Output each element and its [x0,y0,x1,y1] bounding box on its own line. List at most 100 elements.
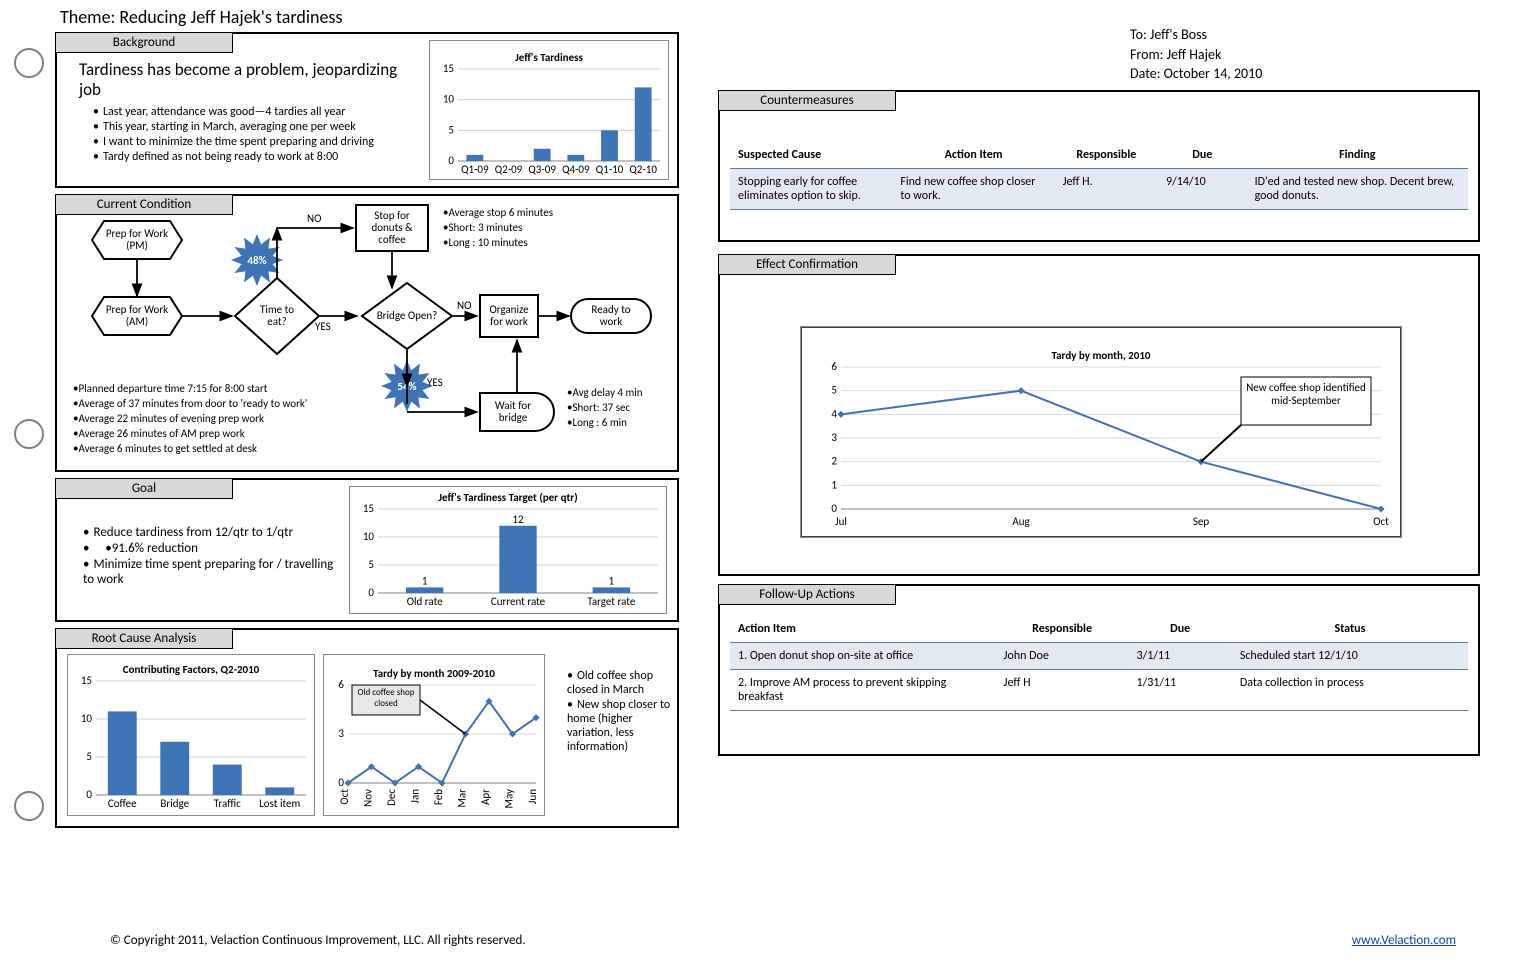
svg-text:•Average 26 minutes of AM prep: •Average 26 minutes of AM prep work [73,427,245,440]
svg-text:15: 15 [81,674,92,687]
meta-to: To: Jeff's Boss [1130,25,1262,45]
svg-text:Bridge: Bridge [160,797,189,810]
svg-text:5: 5 [368,558,374,571]
svg-text:for work: for work [490,315,528,328]
svg-text:Q3-09: Q3-09 [528,163,556,176]
svg-text:5: 5 [448,123,454,136]
svg-text:Current rate: Current rate [491,595,546,608]
svg-text:Q1-09: Q1-09 [461,163,489,176]
month-chart: Tardy by month 2009-2010 0 3 6 Oct Nov Dec Jan F… [323,654,545,816]
svg-text:Sep: Sep [1193,515,1210,528]
svg-text:•Avg delay 4 min: •Avg delay 4 min [567,386,643,399]
svg-text:15: 15 [363,502,374,515]
svg-text:0: 0 [86,788,92,801]
countermeasures-table: Suspected CauseAction ItemResponsibleDue… [730,142,1468,210]
meta-date: Date: October 14, 2010 [1130,64,1262,84]
rootcause-panel: Root Cause Analysis Contributing Factors… [55,628,679,828]
effect-tab: Effect Confirmation [718,254,896,275]
svg-text:3: 3 [831,431,837,444]
svg-text:4: 4 [831,407,837,420]
svg-text:2: 2 [831,455,837,468]
svg-text:Dec: Dec [385,789,398,806]
svg-text:48%: 48% [247,254,266,267]
rootcause-bullets: Old coffee shop closed in MarchNew shop … [553,668,681,755]
followup-panel: Follow-Up Actions Action ItemResponsible… [718,584,1480,756]
meta-from: From: Jeff Hajek [1130,45,1262,65]
target-chart: Jeff's Tardiness Target (per qtr) 0 5 10 15 O… [349,486,667,614]
svg-text:YES: YES [315,320,331,333]
svg-text:1: 1 [422,574,428,587]
followup-table: Action ItemResponsibleDueStatus1. Open d… [730,616,1468,711]
svg-text:5: 5 [831,384,837,397]
svg-text:NO: NO [307,212,321,225]
svg-text:coffee: coffee [378,233,406,246]
countermeasures-panel: Countermeasures Suspected CauseAction It… [718,90,1480,242]
counter-tab: Countermeasures [718,90,896,111]
svg-text:•Short: 3 minutes: •Short: 3 minutes [443,221,522,234]
svg-text:12: 12 [512,513,524,526]
svg-text:Jul: Jul [835,515,847,528]
followup-tab: Follow-Up Actions [718,584,896,605]
svg-text:Apr: Apr [479,789,492,805]
svg-text:15: 15 [443,62,454,75]
svg-text:bridge: bridge [499,411,528,424]
svg-text:10: 10 [363,530,375,543]
goal-tab: Goal [55,478,233,499]
svg-text:(PM): (PM) [126,239,148,252]
svg-text:0: 0 [368,586,374,599]
rootcause-tab: Root Cause Analysis [55,628,233,649]
svg-text:Q2-10: Q2-10 [629,163,657,176]
svg-text:Jeff's Tardiness Target (per q: Jeff's Tardiness Target (per qtr) [438,491,577,504]
svg-text:Jeff's Tardiness: Jeff's Tardiness [515,51,583,64]
svg-text:•Long : 10 minutes: •Long : 10 minutes [443,236,528,249]
svg-text:Feb: Feb [432,789,445,805]
svg-text:Nov: Nov [362,789,375,807]
svg-text:1: 1 [609,574,615,587]
svg-text:•Average stop 6 minutes: •Average stop 6 minutes [443,206,553,219]
doc-meta: To: Jeff's Boss From: Jeff Hajek Date: O… [1130,25,1262,84]
background-bullets: Last year, attendance was good—4 tardies… [79,105,419,164]
svg-text:•Average 22 minutes of evening: •Average 22 minutes of evening prep work [73,412,264,425]
svg-text:Contributing Factors, Q2-2010: Contributing Factors, Q2-2010 [123,663,260,676]
svg-text:NO: NO [457,299,471,312]
svg-text:(AM): (AM) [126,315,148,328]
svg-text:work: work [600,315,622,328]
svg-text:•Average 6 minutes to get sett: •Average 6 minutes to get settled at des… [73,442,257,455]
svg-text:0: 0 [338,776,344,789]
svg-text:0: 0 [448,154,454,167]
svg-text:Bridge Open?: Bridge Open? [377,309,438,322]
background-tab: Background [55,32,233,53]
effect-panel: Effect Confirmation Tardy by month, 2010… [718,254,1480,576]
svg-text:Tardy by month 2009-2010: Tardy by month 2009-2010 [373,667,495,680]
svg-text:3: 3 [338,727,344,740]
svg-text:Q4-09: Q4-09 [562,163,590,176]
svg-text:eat?: eat? [267,315,286,328]
svg-text:Oct: Oct [338,789,351,805]
svg-text:1: 1 [831,478,837,491]
svg-text:Jan: Jan [409,789,422,804]
footer-link[interactable]: www.Velaction.com [1352,933,1456,948]
svg-text:•Planned departure time 7:15 f: •Planned departure time 7:15 for 8:00 st… [73,382,268,395]
svg-text:Oct: Oct [1373,515,1389,528]
svg-text:•Short: 37 sec: •Short: 37 sec [567,401,630,414]
svg-text:5: 5 [86,750,92,763]
svg-text:Jun: Jun [526,789,539,804]
theme-title: Theme: Reducing Jeff Hajek's tardiness [60,6,343,28]
svg-text:Q2-09: Q2-09 [495,163,523,176]
svg-text:Lost item: Lost item [259,797,300,810]
background-headline: Tardiness has become a problem, jeopardi… [79,60,419,101]
factors-chart: Contributing Factors, Q2-2010051015Coffe… [67,654,315,816]
svg-text:•Average of 37 minutes from do: •Average of 37 minutes from door to 'rea… [73,397,307,410]
svg-text:Traffic: Traffic [214,797,241,810]
goal-panel: Goal Reduce tardiness from 12/qtr to 1/q… [55,478,679,622]
effect-chart: Tardy by month, 20100123456JulAugSepOctN… [800,326,1402,538]
background-panel: Background Tardiness has become a proble… [55,32,679,188]
svg-text:May: May [503,789,516,808]
svg-text:Tardy by month, 2010: Tardy by month, 2010 [1052,349,1151,362]
svg-text:6: 6 [338,678,344,691]
svg-text:6: 6 [831,360,837,373]
svg-text:•Long : 6 min: •Long : 6 min [567,416,627,429]
svg-text:Aug: Aug [1012,515,1029,528]
svg-text:10: 10 [81,712,93,725]
svg-text:Old rate: Old rate [407,595,443,608]
